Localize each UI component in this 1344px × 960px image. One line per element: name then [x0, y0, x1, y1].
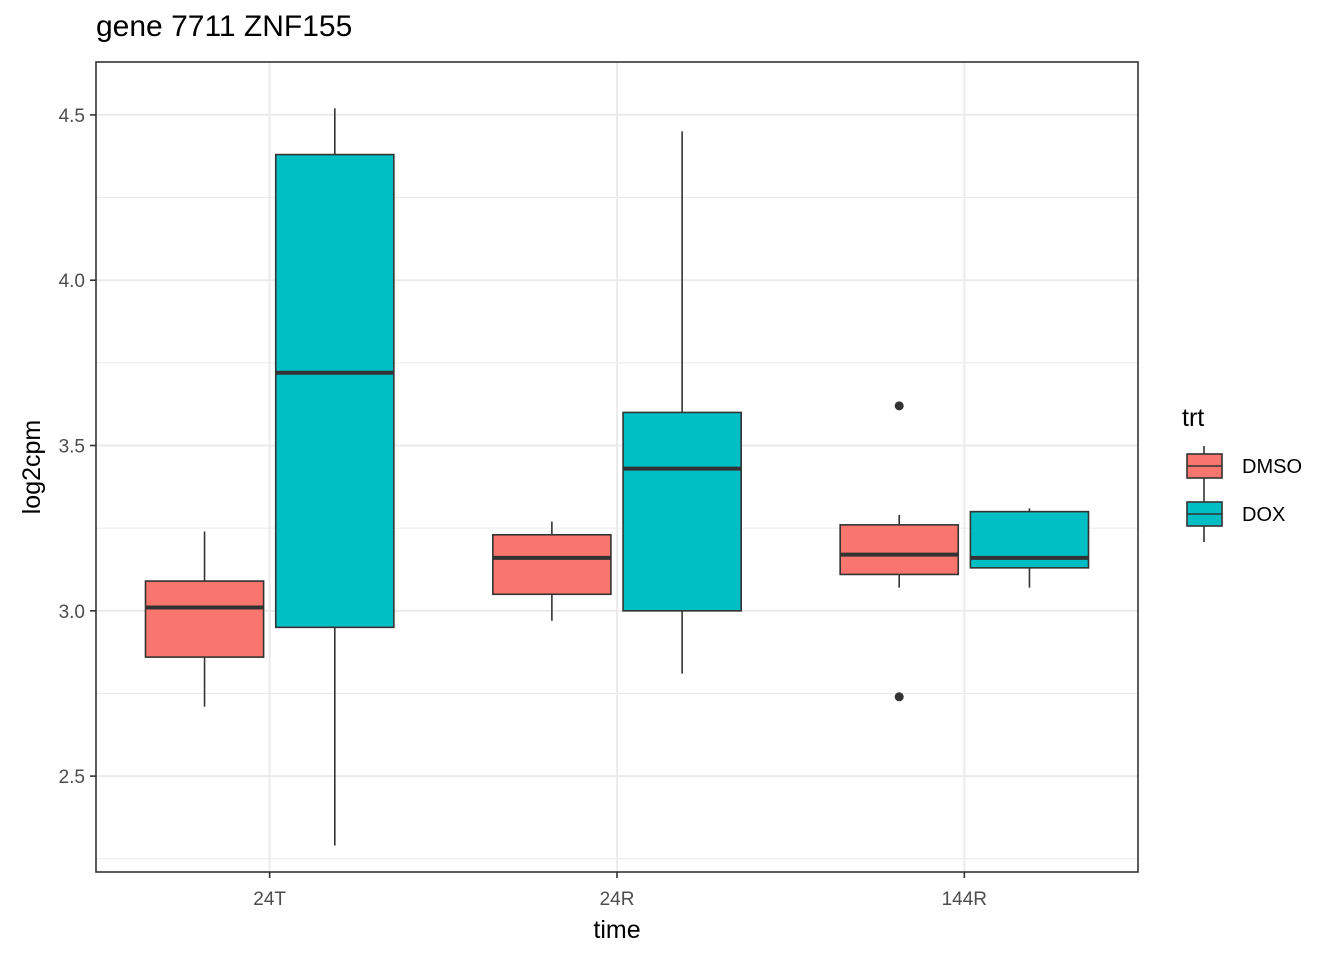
box-body — [622, 411, 742, 612]
y-tick-label: 3.5 — [59, 437, 85, 458]
box-dox-24t — [274, 108, 395, 846]
outlier-point — [894, 401, 904, 411]
data-layer — [144, 108, 1090, 846]
x-tick-label: 144R — [942, 889, 987, 910]
legend-title: trt — [1182, 404, 1204, 432]
chart-title: gene 7711 ZNF155 — [96, 10, 353, 43]
box-dmso-24t — [144, 531, 265, 707]
y-tick-label: 2.5 — [59, 767, 85, 788]
box-body — [839, 524, 960, 576]
x-axis-title: time — [593, 916, 640, 944]
box-body — [492, 533, 612, 596]
box-dox-144r — [969, 508, 1090, 588]
box-dox-24r — [622, 131, 742, 674]
legend: trt DMSO DOX — [1182, 404, 1302, 542]
box-dmso-24r — [492, 521, 612, 621]
legend-label: DOX — [1242, 504, 1285, 526]
box-body — [144, 580, 265, 658]
grid-layer — [96, 62, 1138, 872]
legend-item-dmso: DMSO — [1186, 446, 1302, 494]
legend-item-dox: DOX — [1186, 494, 1285, 542]
x-tick-label: 24T — [253, 889, 286, 910]
axis-layer: 2.5 3.0 3.5 4.0 4.5 24T 24R 144R — [59, 106, 987, 910]
y-tick-label: 4.0 — [59, 271, 85, 292]
y-tick-label: 4.5 — [59, 106, 85, 127]
x-tick-label: 24R — [600, 889, 635, 910]
y-tick-label: 3.0 — [59, 602, 85, 623]
box-body — [274, 153, 395, 629]
outlier-point — [894, 692, 904, 702]
legend-label: DMSO — [1242, 456, 1302, 478]
box-dmso-144r — [839, 401, 960, 702]
y-axis-title: log2cpm — [18, 420, 46, 515]
